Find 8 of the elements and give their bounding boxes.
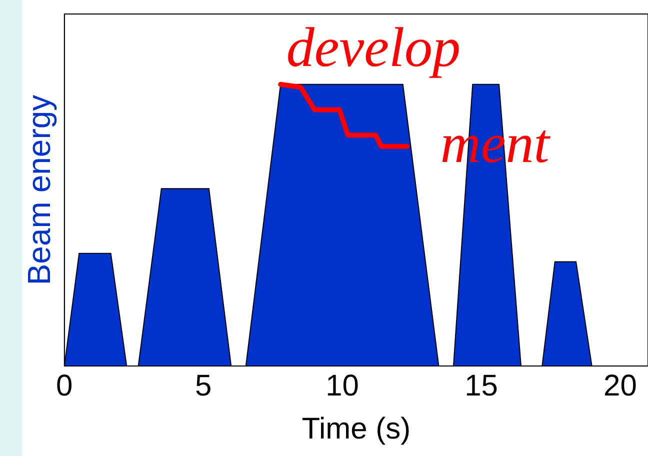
y-axis-title: Beam energy [21, 94, 58, 286]
x-tick-label: 0 [56, 369, 73, 402]
x-tick-label: 15 [464, 369, 498, 402]
x-tick-label: 5 [195, 369, 212, 402]
x-axis-title: Time (s) [302, 412, 411, 446]
x-tick-label: 10 [326, 369, 359, 402]
text: develop [286, 17, 461, 79]
x-tick-label: 20 [604, 369, 637, 402]
